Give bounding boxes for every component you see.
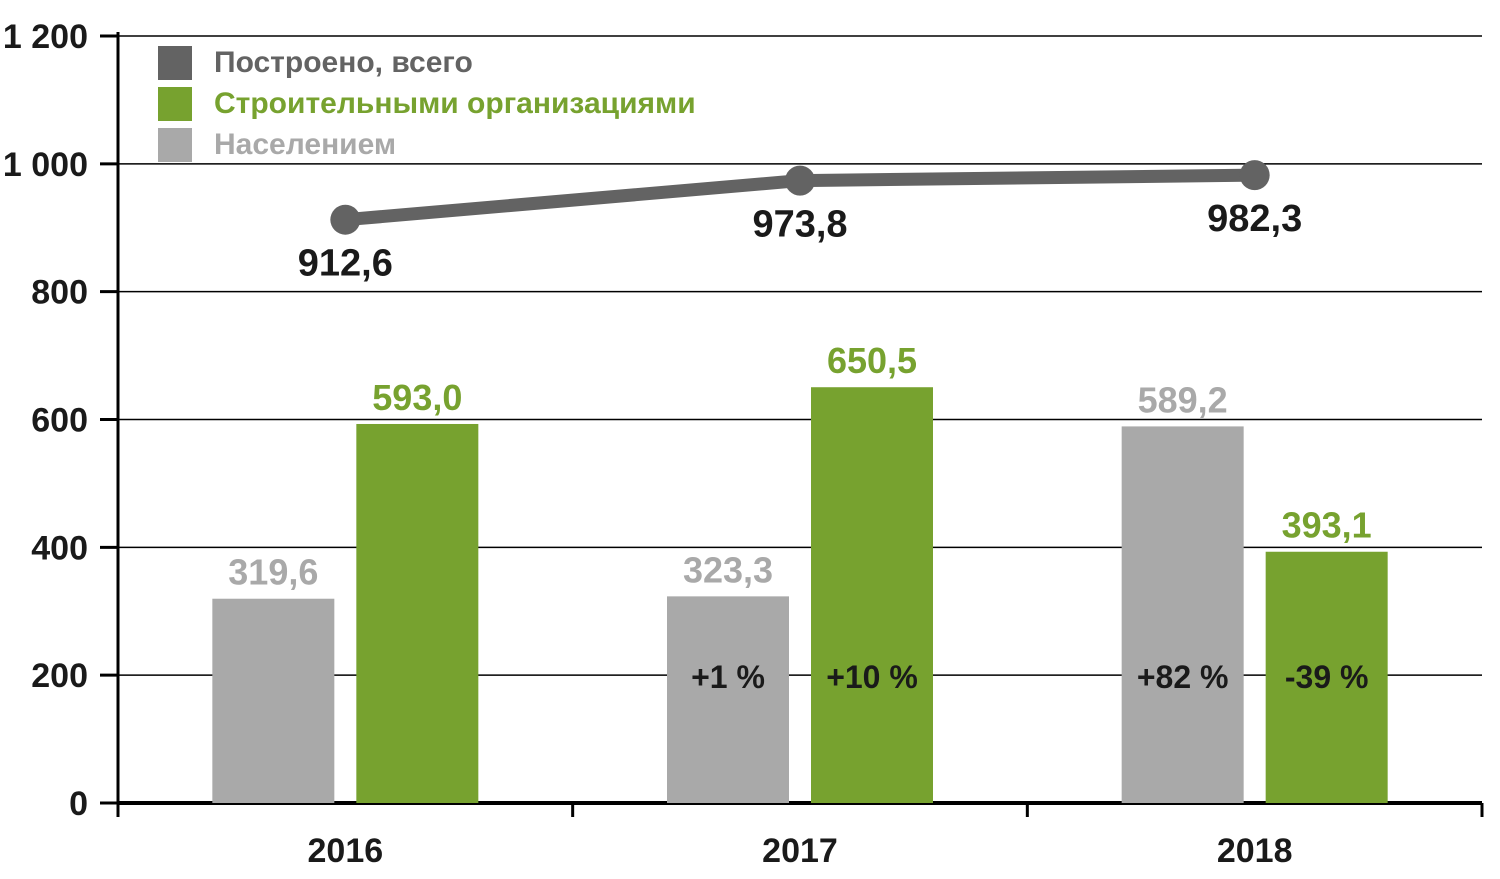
y-tick-label: 600: [31, 402, 88, 440]
change-label-population: +82 %: [1137, 659, 1229, 695]
legend-swatch-total: [158, 45, 192, 80]
data-label-organizations: 393,1: [1282, 505, 1372, 546]
legend-swatch-organizations: [158, 86, 192, 121]
y-tick-label: 400: [31, 529, 88, 567]
legend-item-total: Построено, всего: [158, 42, 696, 83]
point-total: [785, 165, 815, 196]
bar-organizations: [356, 423, 479, 803]
legend-item-organizations: Строительными организациями: [158, 83, 696, 124]
bar-population: [1121, 426, 1244, 803]
y-tick-label: 1 000: [3, 146, 88, 184]
y-tick-label: 800: [31, 274, 88, 312]
data-label-population: 589,2: [1138, 379, 1228, 420]
x-tick-label: 2016: [308, 832, 384, 870]
legend-item-population: Населением: [158, 124, 696, 165]
data-label-population: 323,3: [683, 549, 773, 590]
change-label-organizations: -39 %: [1285, 659, 1369, 695]
y-tick-label: 200: [31, 657, 88, 695]
legend-label-organizations: Строительными организациями: [214, 86, 696, 120]
data-label-organizations: 593,0: [372, 377, 462, 418]
y-tick-label: 0: [69, 785, 88, 823]
change-label-population: +1 %: [691, 659, 765, 695]
data-label-total: 973,8: [752, 204, 847, 246]
y-tick-label: 1 200: [3, 18, 88, 56]
legend-label-population: Населением: [214, 127, 397, 161]
data-label-population: 319,6: [228, 552, 318, 593]
bar-population: [667, 596, 789, 803]
data-label-total: 982,3: [1207, 198, 1302, 240]
legend: Построено, всего Строительными организац…: [158, 42, 696, 165]
data-label-total: 912,6: [298, 243, 393, 285]
x-tick-label: 2017: [762, 832, 838, 870]
bar-population: [212, 598, 335, 803]
legend-swatch-population: [158, 127, 192, 162]
point-total: [330, 204, 361, 235]
x-tick-label: 2018: [1217, 832, 1293, 870]
bar-organizations: [811, 387, 933, 803]
bar-organizations: [1265, 551, 1388, 803]
point-total: [1239, 160, 1270, 191]
legend-label-total: Построено, всего: [214, 45, 473, 79]
change-label-organizations: +10 %: [826, 659, 918, 695]
data-label-organizations: 650,5: [827, 340, 917, 381]
